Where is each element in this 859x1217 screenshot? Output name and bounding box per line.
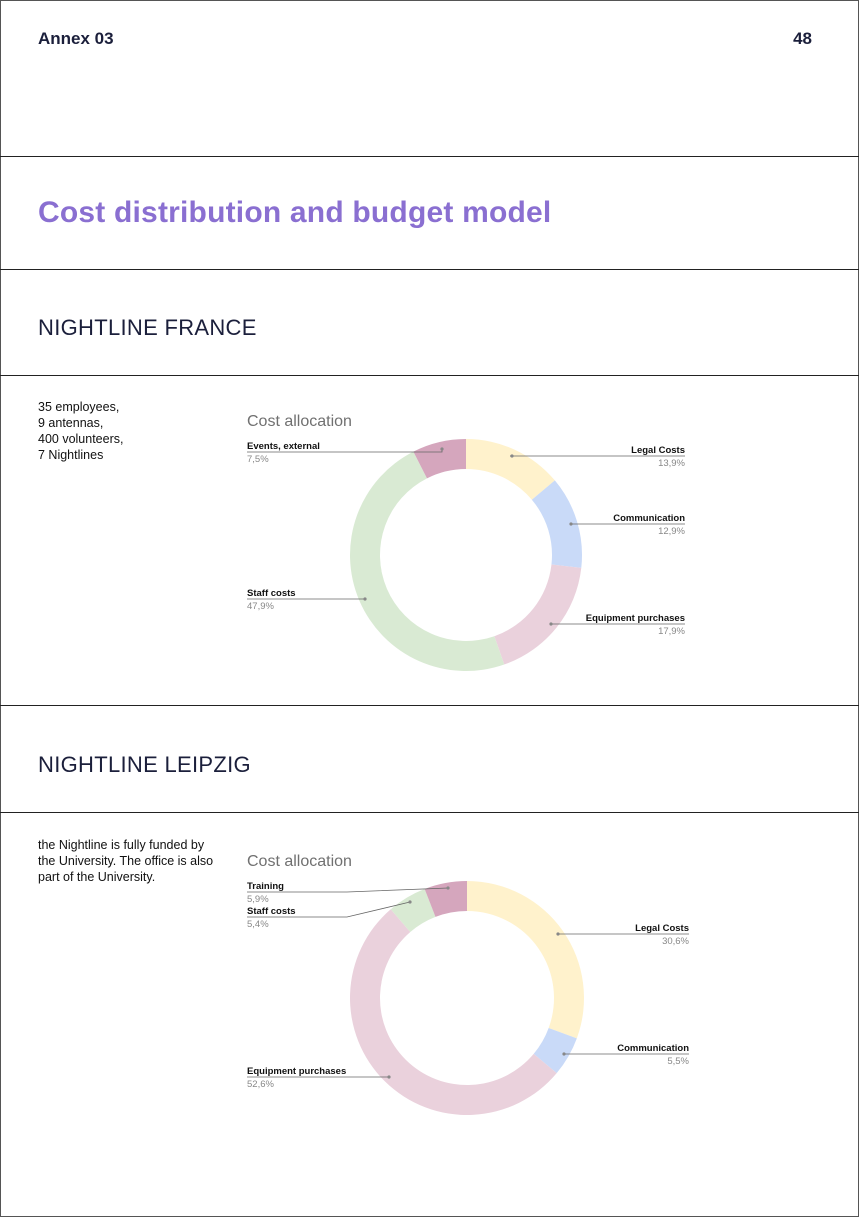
slice-name-label: Equipment purchases — [586, 613, 685, 624]
slice-staff-costs — [390, 888, 436, 933]
leader-dot — [363, 597, 367, 601]
slice-percent-label: 47,9% — [247, 601, 274, 612]
leader-dot — [510, 454, 514, 458]
france-description: 35 employees, 9 antennas, 400 volunteers… — [38, 399, 123, 463]
chart-title: Cost allocation — [247, 413, 352, 430]
france-cost-chart: Cost allocation Legal Costs 13,9% Communica… — [247, 413, 686, 672]
description-line: 400 volunteers, — [38, 432, 124, 446]
slice-percent-label: 12,9% — [658, 526, 685, 537]
divider — [0, 269, 859, 270]
leader-dot — [549, 622, 553, 626]
leader-line — [247, 887, 449, 893]
slice-percent-label: 7,5% — [247, 454, 269, 465]
leader-dot — [440, 447, 444, 451]
slice-percent-label: 13,9% — [658, 458, 685, 469]
slice-equipment-purchases — [494, 564, 582, 665]
slice-legal-costs — [466, 439, 555, 500]
divider — [0, 812, 859, 813]
slice-name-label: Legal Costs — [631, 445, 685, 456]
description-line: 35 employees, — [38, 400, 120, 414]
section-heading-leipzig: NIGHTLINE LEIPZIG — [38, 752, 251, 777]
divider — [0, 156, 859, 157]
description-line: part of the University. — [38, 870, 156, 884]
description-line: the University. The office is also — [38, 854, 214, 868]
slice-communication — [531, 480, 582, 568]
description-line: 9 antennas, — [38, 416, 104, 430]
description-line: the Nightline is fully funded by — [38, 838, 205, 852]
slice-name-label: Events, external — [247, 441, 320, 452]
leader-dot — [562, 1052, 566, 1056]
leader-dot — [387, 1075, 391, 1079]
slice-percent-label: 52,6% — [247, 1079, 274, 1090]
slice-percent-label: 5,4% — [247, 919, 269, 930]
leipzig-cost-chart: Cost allocation Legal Costs 30,6% Communica… — [247, 853, 690, 1115]
slice-name-label: Communication — [617, 1043, 689, 1054]
slice-events-external — [413, 439, 466, 479]
leader-dot — [446, 886, 450, 890]
leader-dot — [408, 900, 412, 904]
slice-communication — [533, 1027, 577, 1074]
slice-name-label: Staff costs — [247, 906, 296, 917]
divider — [0, 705, 859, 706]
leader-dot — [556, 932, 560, 936]
slice-name-label: Equipment purchases — [247, 1066, 346, 1077]
divider — [0, 375, 859, 376]
leader-dot — [569, 522, 573, 526]
slice-percent-label: 5,5% — [667, 1056, 689, 1067]
description-line: 7 Nightlines — [38, 448, 104, 462]
annex-label: Annex 03 — [38, 29, 114, 48]
slice-name-label: Legal Costs — [635, 923, 689, 934]
slice-percent-label: 17,9% — [658, 626, 685, 637]
slice-name-label: Staff costs — [247, 588, 296, 599]
slice-name-label: Training — [247, 881, 284, 892]
leader-line — [247, 901, 411, 918]
leipzig-description: the Nightline is fully funded by the Uni… — [38, 837, 213, 885]
chart-title: Cost allocation — [247, 853, 352, 870]
slice-percent-label: 5,9% — [247, 894, 269, 905]
slice-name-label: Communication — [613, 513, 685, 524]
slice-legal-costs — [467, 881, 584, 1039]
slice-percent-label: 30,6% — [662, 936, 689, 947]
slice-equipment-purchases — [350, 909, 557, 1115]
slice-training — [424, 881, 467, 917]
section-heading-france: NIGHTLINE FRANCE — [38, 315, 257, 340]
page-number: 48 — [793, 29, 812, 48]
slice-staff-costs — [349, 451, 505, 672]
page-title: Cost distribution and budget model — [38, 196, 552, 229]
